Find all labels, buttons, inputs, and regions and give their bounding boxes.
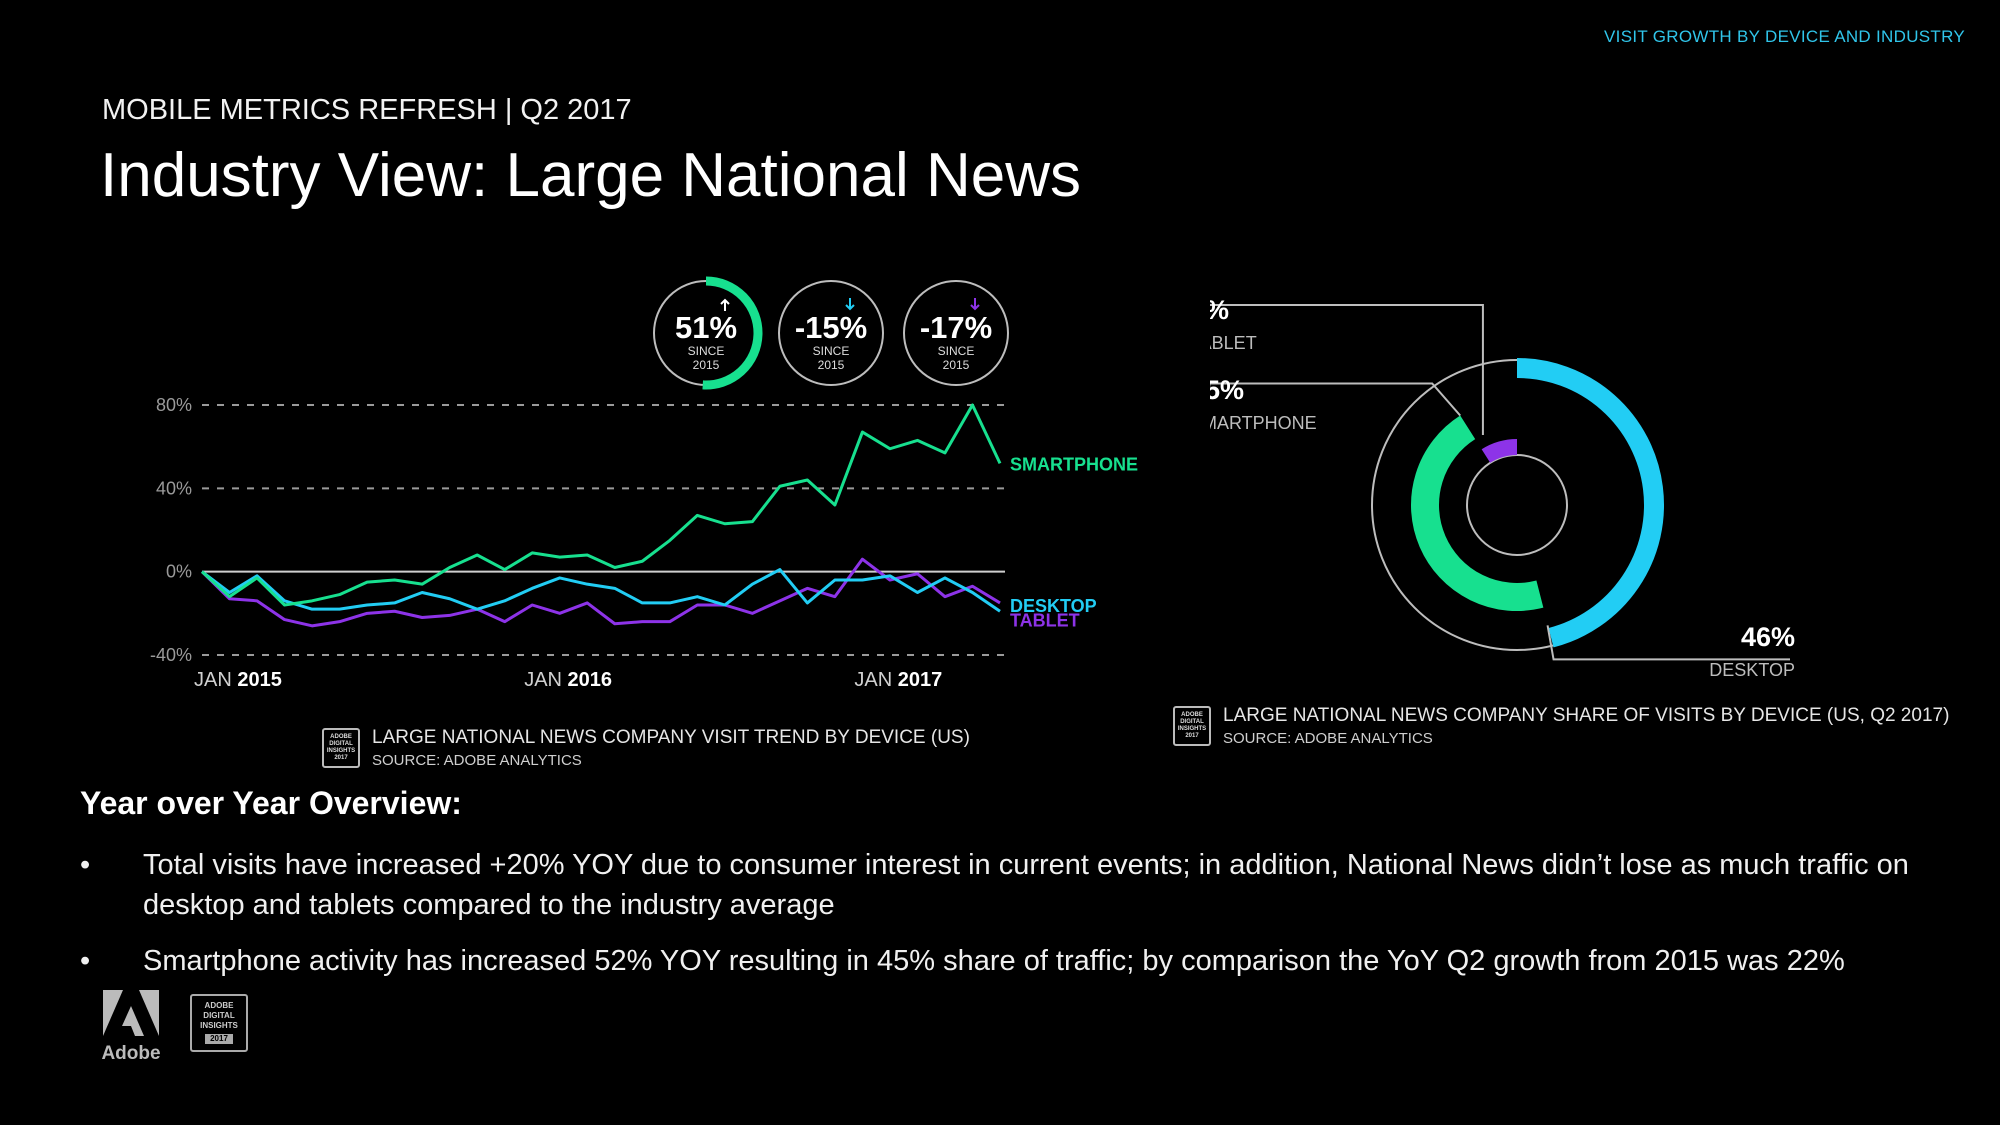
overview-bullets: • Total visits have increased +20% YOY d… [80, 845, 1960, 997]
growth-badge-arc [702, 276, 763, 390]
page-title: Industry View: Large National News [100, 141, 1082, 210]
smartphone-leader-line [1210, 382, 1461, 417]
donut-value-smartphone: 45% [1210, 375, 1244, 405]
y-tick-label: 80% [156, 395, 192, 415]
desktop-leader-line [1546, 625, 1790, 661]
bullet-text: Total visits have increased +20% YOY due… [143, 849, 1909, 921]
donut-value-desktop: 46% [1741, 622, 1795, 652]
growth-badge-since: SINCE [688, 344, 725, 358]
x-tick-month: JAN [524, 669, 567, 691]
down-arrow-icon [845, 298, 855, 311]
donut-chart-source-text: SOURCE: ADOBE ANALYTICS [1223, 730, 1433, 747]
y-tick-label: 0% [166, 562, 192, 582]
growth-badge-since: SINCE [813, 344, 850, 358]
x-tick-month: JAN [854, 669, 897, 691]
insights-badge-icon: ADOBE DIGITAL INSIGHTS 2017 [322, 728, 360, 768]
adobe-logo: Adobe [100, 990, 162, 1065]
line-chart-source: ADOBE DIGITAL INSIGHTS 2017 LARGE NATIONAL … [322, 727, 970, 769]
bullet-item: • Total visits have increased +20% YOY d… [80, 845, 1960, 925]
header-tag: VISIT GROWTH BY DEVICE AND INDUSTRY [1604, 27, 1965, 46]
series-line-desktop [201, 568, 1001, 613]
donut-label-desktop: DESKTOP [1709, 660, 1795, 680]
x-tick-year: 2017 [898, 669, 943, 691]
y-tick-label: -40% [150, 645, 192, 665]
donut-inner-ring [1466, 454, 1568, 556]
x-tick-label: JAN 2016 [524, 669, 612, 691]
y-tick-label: 40% [156, 478, 192, 498]
donut-label-tablet: TABLET [1210, 333, 1257, 353]
x-tick-year: 2015 [237, 669, 282, 691]
line-chart: 80%40%0%-40% JAN 2015 JAN 2016 JAN 2017 SM… [150, 395, 1138, 691]
donut-label-smartphone: SMARTPHONE [1210, 413, 1317, 433]
donut-chart: 9% TABLET 45% SMARTPHONE 46% DESKTOP [1210, 295, 1795, 680]
growth-badge-year: 2015 [943, 358, 970, 372]
donut-slice-tablet [1481, 439, 1518, 463]
series-label-smartphone: SMARTPHONE [1010, 454, 1138, 474]
adobe-wordmark: Adobe [101, 1043, 161, 1064]
x-tick-month: JAN [194, 669, 237, 691]
bullet-text: Smartphone activity has increased 52% YO… [143, 945, 1845, 977]
insights-badge-icon: ADOBE DIGITAL INSIGHTS 2017 [190, 994, 248, 1052]
series-label-tablet: TABLET [1010, 611, 1080, 631]
growth-badge-value: -17% [920, 310, 992, 345]
growth-badge-year: 2015 [693, 358, 720, 372]
series-label-desktop: DESKTOP [1010, 596, 1097, 616]
growth-badge-year: 2015 [818, 358, 845, 372]
donut-slice-desktop [1516, 358, 1664, 648]
insights-badge-icon: ADOBE DIGITAL INSIGHTS 2017 [1173, 706, 1211, 746]
growth-badge-ring [778, 280, 884, 386]
line-chart-source-text: SOURCE: ADOBE ANALYTICS [372, 752, 582, 769]
growth-badge-ring [903, 280, 1009, 386]
bullet-mark: • [80, 945, 91, 977]
growth-badge-value: 51% [675, 310, 737, 345]
up-arrow-icon [720, 298, 730, 311]
x-tick-label: JAN 2015 [194, 669, 282, 691]
growth-badge-since: SINCE [938, 344, 975, 358]
adobe-logo-icon [103, 990, 159, 1036]
tablet-leader-line [1210, 304, 1484, 435]
bullet-mark: • [80, 849, 91, 881]
series-line-tablet [200, 557, 1001, 628]
growth-badge-value: -15% [795, 310, 867, 345]
donut-chart-title: LARGE NATIONAL NEWS COMPANY SHARE OF VIS… [1223, 705, 1950, 726]
series-line-smartphone [200, 403, 1002, 607]
x-tick-label: JAN 2017 [854, 669, 942, 691]
donut-slice-smartphone [1411, 415, 1544, 611]
bullet-item: • Smartphone activity has increased 52% … [80, 941, 1960, 981]
page-subtitle: MOBILE METRICS REFRESH | Q2 2017 [102, 94, 632, 126]
line-chart-title: LARGE NATIONAL NEWS COMPANY VISIT TREND … [372, 727, 970, 748]
down-arrow-icon [970, 298, 980, 311]
donut-chart-source: ADOBE DIGITAL INSIGHTS 2017 LARGE NATIONAL … [1173, 705, 1949, 747]
overview-heading: Year over Year Overview: [80, 785, 462, 821]
donut-value-tablet: 9% [1210, 295, 1229, 325]
x-tick-year: 2016 [568, 669, 613, 691]
